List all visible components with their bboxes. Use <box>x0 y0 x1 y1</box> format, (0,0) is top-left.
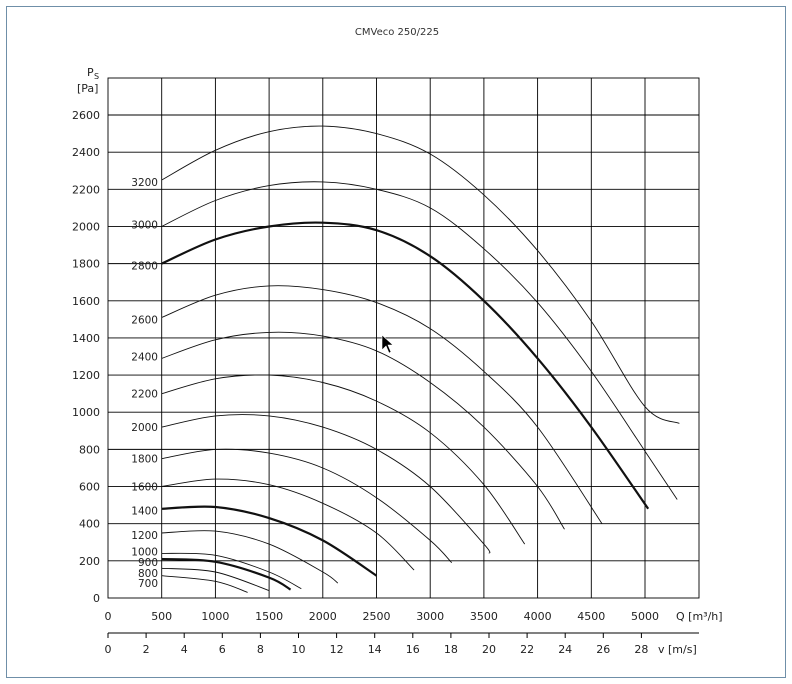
x-tick-label: 3500 <box>470 610 498 623</box>
curve-700 <box>161 575 248 593</box>
mouse-cursor-icon <box>381 334 394 354</box>
y-tick-label: 200 <box>79 555 100 568</box>
x-tick-label: 5000 <box>631 610 659 623</box>
y-tick-label: 600 <box>79 481 100 494</box>
y-tick-labels: 0 200 400 600 800 1000 1200 1400 1600 1800 2000 220… <box>72 109 100 605</box>
curve-2400 <box>161 331 565 530</box>
curve-2800 <box>161 221 650 510</box>
y-tick-label: 800 <box>79 443 100 456</box>
curve-2600 <box>161 285 603 524</box>
curve-label-2400: 2400 <box>131 352 158 364</box>
curve-label-2200: 2200 <box>131 389 158 401</box>
velocity-tick-label: 22 <box>520 643 534 656</box>
x-tick-labels: 0 500 1000 1500 2000 2500 3000 3500 4000 4500 5000 <box>105 610 660 623</box>
velocity-tick-label: 12 <box>330 643 344 656</box>
curve-1600 <box>161 478 415 571</box>
curve-label-3200: 3200 <box>131 177 158 189</box>
y-axis-label-main: P <box>87 66 94 79</box>
curve-label-3000: 3000 <box>131 220 158 232</box>
x-tick-label: 3000 <box>416 610 444 623</box>
curve-label-2800: 2800 <box>131 260 158 272</box>
y-tick-label: 1200 <box>72 369 100 382</box>
velocity-tick-label: 10 <box>292 643 306 656</box>
y-tick-label: 1000 <box>72 406 100 419</box>
y-tick-label: 1800 <box>72 258 100 271</box>
curve-900 <box>161 557 292 591</box>
x-tick-label: 2500 <box>363 610 391 623</box>
x-axis-label: Q [m³/h] <box>676 610 723 623</box>
velocity-tick-label: 2 <box>143 643 150 656</box>
curve-label-1600: 1600 <box>131 482 158 494</box>
velocity-tick-label: 0 <box>105 643 112 656</box>
y-axis-label-sub: S <box>94 72 99 81</box>
curve-1400 <box>161 505 378 577</box>
curve-3000 <box>161 181 678 500</box>
x-tick-label: 500 <box>151 610 172 623</box>
y-tick-label: 1600 <box>72 295 100 308</box>
chart-frame <box>6 6 786 678</box>
velocity-tick-label: 24 <box>558 643 572 656</box>
velocity-tick-label: 14 <box>368 643 382 656</box>
velocity-tick-label: 28 <box>634 643 648 656</box>
x2-axis-label: v [m/s] <box>658 643 697 656</box>
y-tick-label: 2000 <box>72 220 100 233</box>
velocity-tick-label: 4 <box>181 643 188 656</box>
curve-label-800: 800 <box>138 568 158 580</box>
x-tick-label: 1500 <box>255 610 283 623</box>
x-tick-label: 1000 <box>201 610 229 623</box>
curve-800 <box>161 567 270 592</box>
curve-label-1400: 1400 <box>131 506 158 518</box>
curve-1000 <box>161 552 302 590</box>
curve-label-1000: 1000 <box>131 547 158 559</box>
chart-title: CMVeco 250/225 <box>355 27 439 38</box>
curve-1200 <box>161 530 339 584</box>
y-tick-label: 2400 <box>72 146 100 159</box>
velocity-axis: 0 2 4 6 8 10 12 14 16 18 20 22 24 26 28 <box>105 632 699 656</box>
curve-label-1200: 1200 <box>131 530 158 542</box>
y-tick-label: 0 <box>93 592 100 605</box>
curve-1800 <box>161 448 453 564</box>
curve-2200 <box>161 374 526 545</box>
y-tick-label: 2200 <box>72 183 100 196</box>
velocity-tick-label: 18 <box>444 643 458 656</box>
x-tick-label: 0 <box>105 610 112 623</box>
y-axis-label: P S [Pa] <box>77 66 99 95</box>
y-tick-label: 1400 <box>72 332 100 345</box>
curve-2000 <box>161 414 491 554</box>
velocity-tick-label: 20 <box>482 643 496 656</box>
curve-label-2000: 2000 <box>131 422 158 434</box>
x-tick-label: 4500 <box>577 610 605 623</box>
curve-label-2600: 2600 <box>131 314 158 326</box>
velocity-tick-label: 6 <box>219 643 226 656</box>
grid <box>107 77 700 599</box>
y-tick-label: 2600 <box>72 109 100 122</box>
x-tick-label: 2000 <box>309 610 337 623</box>
y-tick-label: 400 <box>79 518 100 531</box>
velocity-tick-label: 16 <box>406 643 420 656</box>
curve-labels: 3200 3000 2800 2600 2400 2200 2000 1800 1600 1400… <box>131 177 158 590</box>
curve-label-1800: 1800 <box>131 454 158 466</box>
curve-3200 <box>161 125 680 424</box>
velocity-tick-label: 26 <box>596 643 610 656</box>
curve-label-700: 700 <box>138 578 158 590</box>
x-tick-label: 4000 <box>524 610 552 623</box>
y-axis-unit: [Pa] <box>77 82 98 95</box>
curves <box>161 125 680 593</box>
curve-label-900: 900 <box>138 557 158 569</box>
velocity-tick-label: 8 <box>257 643 264 656</box>
